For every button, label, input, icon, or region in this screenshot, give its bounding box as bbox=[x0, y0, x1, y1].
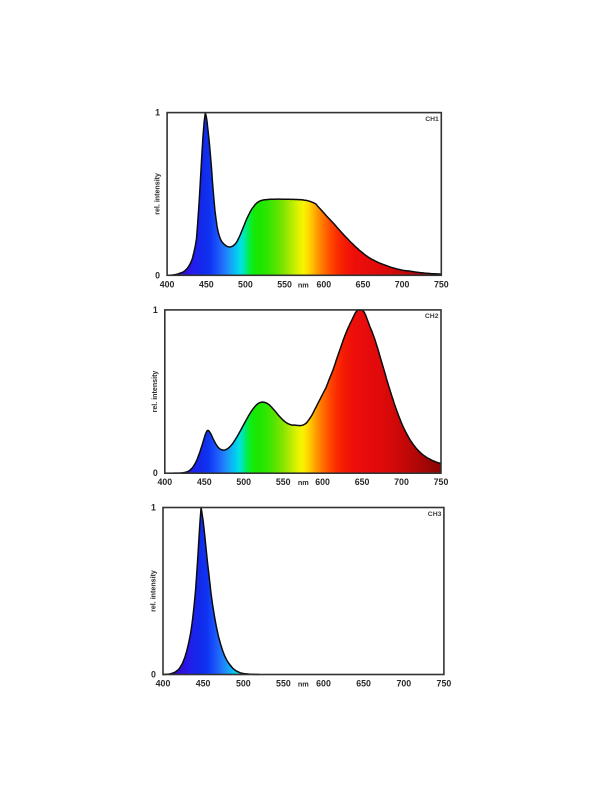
svg-text:450: 450 bbox=[196, 679, 211, 689]
svg-text:0: 0 bbox=[151, 670, 156, 680]
svg-text:1: 1 bbox=[153, 305, 158, 315]
svg-text:nm: nm bbox=[298, 478, 309, 487]
svg-text:1: 1 bbox=[155, 108, 160, 118]
svg-text:500: 500 bbox=[236, 679, 251, 689]
svg-text:550: 550 bbox=[276, 679, 291, 689]
svg-text:400: 400 bbox=[156, 679, 171, 689]
svg-text:CH2: CH2 bbox=[425, 313, 439, 320]
svg-text:0: 0 bbox=[155, 270, 160, 280]
svg-text:450: 450 bbox=[197, 477, 212, 487]
svg-text:CH3: CH3 bbox=[428, 511, 442, 518]
svg-text:650: 650 bbox=[356, 679, 371, 689]
svg-text:rel. intensity: rel. intensity bbox=[153, 173, 161, 215]
svg-text:500: 500 bbox=[238, 279, 253, 289]
svg-text:550: 550 bbox=[277, 279, 292, 289]
svg-text:700: 700 bbox=[395, 279, 410, 289]
svg-text:600: 600 bbox=[315, 477, 330, 487]
svg-text:rel. intensity: rel. intensity bbox=[149, 570, 157, 612]
svg-text:nm: nm bbox=[298, 680, 309, 689]
svg-text:750: 750 bbox=[434, 279, 449, 289]
svg-text:400: 400 bbox=[157, 477, 172, 487]
svg-text:750: 750 bbox=[434, 477, 449, 487]
svg-text:750: 750 bbox=[437, 679, 452, 689]
svg-text:nm: nm bbox=[298, 280, 309, 289]
svg-text:650: 650 bbox=[356, 279, 371, 289]
svg-text:450: 450 bbox=[199, 279, 214, 289]
svg-text:CH1: CH1 bbox=[425, 116, 439, 123]
svg-text:700: 700 bbox=[394, 477, 409, 487]
svg-text:600: 600 bbox=[316, 279, 331, 289]
svg-text:500: 500 bbox=[236, 477, 251, 487]
svg-text:650: 650 bbox=[355, 477, 370, 487]
svg-text:rel. intensity: rel. intensity bbox=[151, 371, 159, 413]
svg-text:400: 400 bbox=[160, 279, 175, 289]
svg-text:0: 0 bbox=[153, 468, 158, 478]
svg-text:600: 600 bbox=[316, 679, 331, 689]
svg-text:550: 550 bbox=[276, 477, 291, 487]
svg-text:700: 700 bbox=[396, 679, 411, 689]
svg-text:1: 1 bbox=[151, 503, 156, 513]
